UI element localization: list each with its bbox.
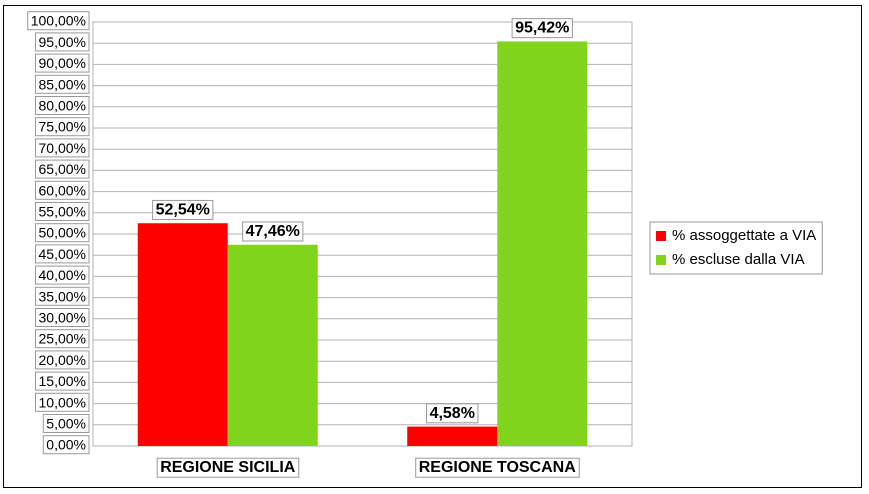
y-tick-label: 75,00% — [39, 119, 86, 135]
value-label: 47,46% — [246, 223, 300, 240]
y-tick-label-box — [35, 371, 90, 391]
y-tick-label-box — [35, 392, 90, 412]
legend-label: % escluse dalla VIA — [672, 251, 805, 268]
y-tick-label-box — [35, 96, 90, 116]
bar — [497, 41, 588, 447]
legend-box — [649, 221, 823, 275]
y-tick-label-box — [35, 223, 90, 243]
y-tick-label-box — [35, 329, 90, 349]
value-label: 95,42% — [515, 20, 569, 37]
y-tick-label-box — [35, 74, 90, 94]
value-label: 4,58% — [430, 405, 475, 422]
y-tick-label: 45,00% — [39, 246, 86, 262]
y-tick-label: 35,00% — [39, 288, 86, 304]
x-tick-label: REGIONE SICILIA — [160, 459, 296, 476]
bar — [137, 223, 228, 446]
value-label-box — [242, 221, 304, 242]
y-tick-label: 20,00% — [39, 352, 86, 368]
y-tick-label-box — [35, 159, 90, 179]
y-tick-label: 10,00% — [39, 394, 86, 410]
value-label-box — [426, 403, 479, 424]
bar — [407, 426, 498, 446]
y-tick-label: 55,00% — [39, 204, 86, 220]
value-label-box — [152, 199, 214, 220]
y-tick-label: 40,00% — [39, 267, 86, 283]
y-tick-label-box — [35, 286, 90, 306]
legend-swatch — [656, 255, 666, 265]
y-tick-label: 25,00% — [39, 331, 86, 347]
y-tick-label-box — [35, 53, 90, 73]
y-tick-label: 85,00% — [39, 76, 86, 92]
y-tick-label: 70,00% — [39, 140, 86, 156]
y-tick-label-box — [42, 414, 90, 434]
y-tick-label: 60,00% — [39, 182, 86, 198]
y-tick-label-box — [42, 435, 90, 455]
y-tick-label-box — [35, 180, 90, 200]
bar — [227, 244, 318, 446]
x-tick-label: REGIONE TOSCANA — [419, 459, 577, 476]
y-tick-label: 65,00% — [39, 161, 86, 177]
y-tick-label-box — [35, 265, 90, 285]
y-tick-label: 95,00% — [39, 34, 86, 50]
value-label-box — [511, 18, 573, 39]
y-tick-label-box — [27, 11, 90, 31]
y-tick-label-box — [35, 308, 90, 328]
x-tick-label-box — [156, 457, 300, 478]
y-tick-label: 80,00% — [39, 98, 86, 114]
y-tick-label-box — [35, 202, 90, 222]
y-tick-label-box — [35, 244, 90, 264]
y-tick-label: 0,00% — [46, 437, 86, 453]
y-tick-label-box — [35, 138, 90, 158]
value-label: 52,54% — [156, 201, 210, 218]
y-tick-label-box — [35, 117, 90, 137]
y-tick-label: 50,00% — [39, 225, 86, 241]
y-tick-label-box — [35, 350, 90, 370]
y-tick-label-box — [35, 32, 90, 52]
y-tick-label: 30,00% — [39, 310, 86, 326]
y-tick-label: 5,00% — [46, 416, 86, 432]
y-tick-label: 15,00% — [39, 373, 86, 389]
legend-swatch — [656, 231, 666, 241]
y-tick-label: 100,00% — [31, 13, 86, 29]
y-tick-label: 90,00% — [39, 55, 86, 71]
x-tick-label-box — [415, 457, 580, 478]
legend-label: % assoggettate a VIA — [672, 227, 816, 244]
